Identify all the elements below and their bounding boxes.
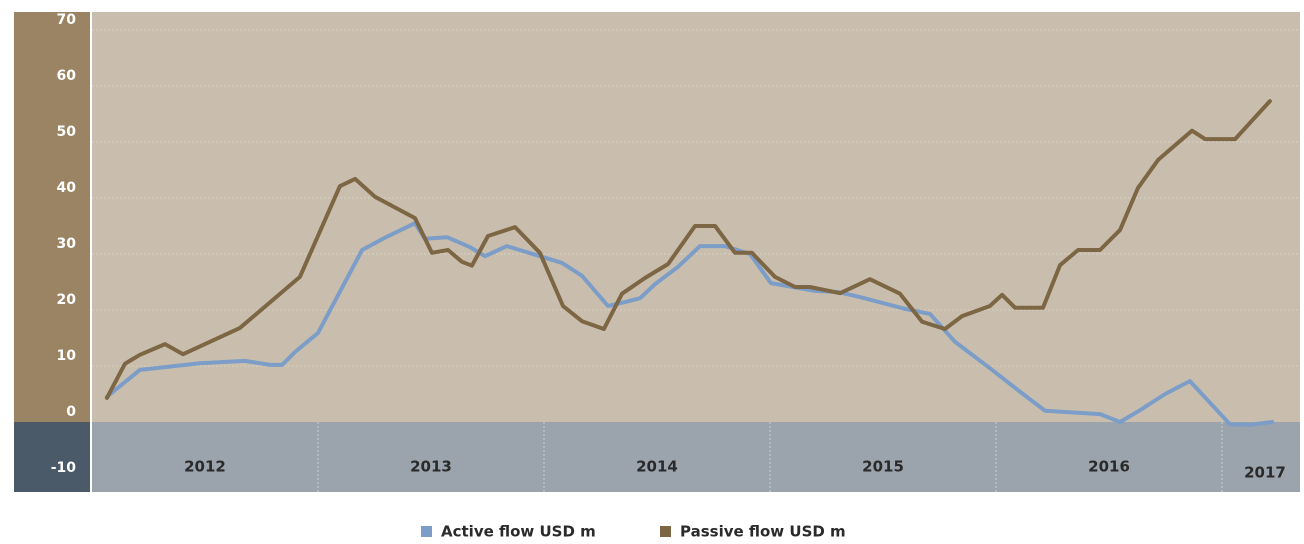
y-tick-label: 20: [57, 292, 77, 308]
y-axis-band-negative: [14, 422, 90, 492]
y-tick-label: 50: [57, 124, 77, 140]
y-axis-band-positive: [14, 12, 90, 422]
series-line: [104, 221, 1274, 427]
x-tick-label: 2013: [410, 458, 452, 476]
x-tick-label: 2012: [184, 458, 226, 476]
y-tick-label: 60: [57, 68, 77, 84]
series-line: [104, 99, 1272, 400]
legend-label: Passive flow USD m: [680, 523, 846, 541]
x-tick-label: 2017: [1244, 464, 1286, 482]
y-tick-label: 70: [57, 12, 77, 28]
y-tick-label: -10: [51, 460, 77, 476]
y-tick-label: 40: [57, 180, 77, 196]
plot-area: [92, 12, 1300, 422]
legend-label: Active flow USD m: [441, 523, 596, 541]
x-tick-label: 2014: [636, 458, 678, 476]
y-tick-label: 30: [57, 236, 77, 252]
legend-swatch: [660, 526, 671, 537]
x-tick-label: 2015: [862, 458, 904, 476]
legend-swatch: [421, 526, 432, 537]
y-tick-label: 0: [66, 404, 76, 420]
x-axis-band: [92, 422, 1300, 492]
x-tick-label: 2016: [1088, 458, 1130, 476]
y-tick-label: 10: [57, 348, 77, 364]
